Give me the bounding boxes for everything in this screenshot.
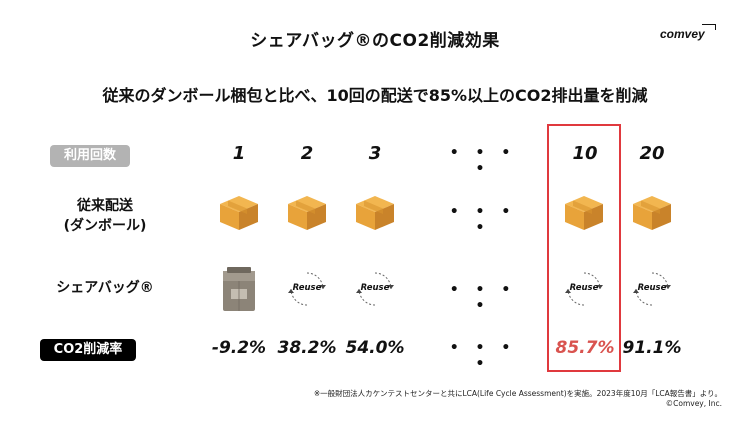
conventional-label-line2: (ダンボール) [63,218,147,234]
ellipsis-dots: • • • • [449,145,517,177]
co2-reduction-label: CO2削減率 [40,339,136,361]
logo-flag-icon [702,24,716,30]
reduction-value-highlight: 85.7% [555,338,615,358]
conventional-label: 従来配送 (ダンボール) [20,196,190,236]
column-number: 10 [572,143,598,164]
ellipsis-dots: • • • • [449,204,517,236]
comvey-logo: comvey [660,27,705,41]
page-title: シェアバッグ®のCO2削減効果 [250,31,500,51]
usage-count-label: 利用回数 [50,145,130,167]
reuse-text: Reuse [569,283,599,293]
ellipsis-dots: • • • • [449,340,517,372]
sharebag-label: シェアバッグ® [56,280,154,296]
reduction-value: -9.2% [211,338,267,358]
ellipsis-dots: • • • • [449,282,517,314]
column-number: 3 [368,143,382,164]
reduction-value: 91.1% [622,338,682,358]
reduction-value: 54.0% [345,338,405,358]
reuse-text: Reuse [292,283,322,293]
column-number: 20 [639,143,665,164]
reuse-text: Reuse [637,283,667,293]
reuse-icon: Reuse [563,268,605,310]
column-number: 1 [232,143,246,164]
reuse-icon: Reuse [286,268,328,310]
reuse-text: Reuse [360,283,390,293]
cardboard-box-icon [565,196,603,230]
highlight-frame [547,124,621,372]
conventional-label-line1: 従来配送 [77,198,133,214]
column-number: 2 [300,143,314,164]
reduction-value: 38.2% [277,338,337,358]
copyright: ©Comvey, Inc. [665,399,722,408]
cardboard-box-icon [220,196,258,230]
footnote: ※一般財団法人カケンテストセンターと共にLCA(Life Cycle Asses… [313,389,722,398]
cardboard-box-icon [633,196,671,230]
reuse-icon: Reuse [354,268,396,310]
sharebag-icon [223,267,255,311]
cardboard-box-icon [288,196,326,230]
cardboard-box-icon [356,196,394,230]
subtitle: 従来のダンボール梱包と比べ、10回の配送で85%以上のCO2排出量を削減 [102,86,648,105]
reuse-icon: Reuse [631,268,673,310]
